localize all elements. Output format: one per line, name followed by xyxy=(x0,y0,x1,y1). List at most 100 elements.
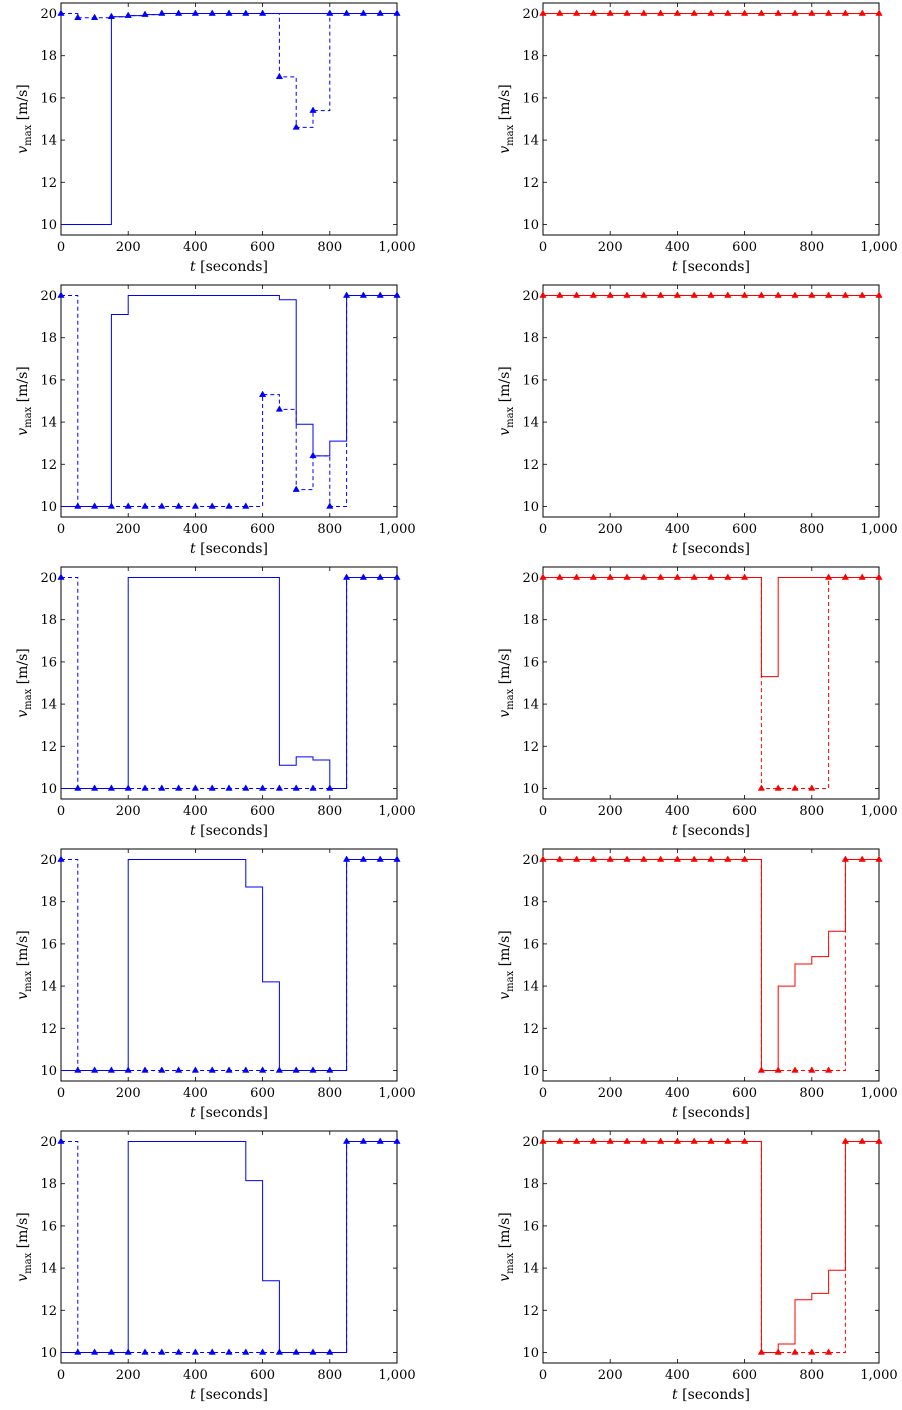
x-tick-label: 1,000 xyxy=(860,1086,897,1101)
data-point-marker xyxy=(808,784,816,791)
series-line xyxy=(61,1141,397,1353)
data-point-marker xyxy=(309,784,317,791)
data-point-marker xyxy=(606,855,614,862)
data-point-marker xyxy=(242,1066,250,1073)
y-tick-label: 20 xyxy=(40,289,57,304)
data-point-marker xyxy=(57,1137,65,1144)
data-point-marker xyxy=(309,451,317,459)
data-point-marker xyxy=(623,9,631,16)
data-point-marker xyxy=(824,9,833,16)
data-point-marker xyxy=(875,855,883,862)
data-point-marker xyxy=(74,784,82,791)
data-point-marker xyxy=(707,291,715,298)
data-point-marker xyxy=(309,106,317,113)
y-tick-label: 14 xyxy=(40,698,57,713)
x-axis-label: t [seconds] xyxy=(672,541,750,557)
data-point-marker xyxy=(572,291,581,298)
data-point-marker xyxy=(791,1066,799,1073)
data-point-marker xyxy=(640,1137,648,1144)
x-tick-label: 200 xyxy=(116,522,141,537)
y-tick-label: 10 xyxy=(40,782,57,797)
axes-frame xyxy=(542,284,880,518)
data-point-marker xyxy=(90,1066,99,1073)
data-point-marker xyxy=(191,1066,200,1073)
y-tick-label: 18 xyxy=(40,895,57,910)
data-point-marker xyxy=(640,573,648,580)
x-tick-label: 1,000 xyxy=(860,1368,897,1383)
axes-frame xyxy=(60,1130,398,1364)
data-point-marker xyxy=(556,1137,564,1144)
y-axis-label: vmax [m/s] xyxy=(15,930,34,1000)
x-tick-label: 800 xyxy=(799,240,824,255)
data-point-marker xyxy=(774,1348,782,1355)
data-point-marker xyxy=(225,1066,233,1073)
x-tick-label: 600 xyxy=(250,240,275,255)
data-point-marker xyxy=(623,855,631,862)
data-point-marker xyxy=(141,1066,149,1073)
data-point-marker xyxy=(258,9,267,16)
data-point-marker xyxy=(326,502,334,509)
data-point-marker xyxy=(875,1137,883,1144)
data-point-marker xyxy=(640,291,648,298)
data-point-marker xyxy=(875,9,883,16)
data-point-marker xyxy=(757,1348,766,1355)
data-point-marker xyxy=(326,9,334,16)
x-tick-label: 800 xyxy=(317,1368,342,1383)
data-point-marker xyxy=(174,502,183,509)
x-axis-label: t [seconds] xyxy=(190,259,268,275)
axes-frame xyxy=(542,566,880,800)
x-tick-label: 400 xyxy=(665,1368,690,1383)
x-tick-label: 1,000 xyxy=(378,522,415,537)
data-point-marker xyxy=(292,1066,300,1073)
data-point-marker xyxy=(556,291,564,298)
data-point-marker xyxy=(757,1066,766,1073)
y-tick-label: 16 xyxy=(40,1219,57,1234)
y-tick-label: 20 xyxy=(40,1135,57,1150)
y-tick-label: 14 xyxy=(522,698,539,713)
data-point-marker xyxy=(572,855,581,862)
data-point-marker xyxy=(107,12,116,19)
data-point-marker xyxy=(174,9,183,16)
y-tick-label: 10 xyxy=(40,500,57,515)
data-point-marker xyxy=(107,1348,116,1355)
data-point-marker xyxy=(57,855,65,862)
data-point-marker xyxy=(124,1348,132,1355)
data-point-marker xyxy=(808,1066,816,1073)
y-tick-label: 12 xyxy=(40,740,57,755)
y-tick-label: 20 xyxy=(40,7,57,22)
y-tick-label: 12 xyxy=(40,1304,57,1319)
x-axis-label: t [seconds] xyxy=(672,259,750,275)
y-tick-label: 12 xyxy=(522,1304,539,1319)
data-point-marker xyxy=(208,1348,216,1355)
x-tick-label: 800 xyxy=(799,804,824,819)
x-tick-label: 1,000 xyxy=(378,1368,415,1383)
data-point-marker xyxy=(275,784,284,791)
data-point-marker xyxy=(342,855,351,862)
series-line xyxy=(61,295,397,507)
y-tick-label: 14 xyxy=(522,134,539,149)
x-tick-label: 800 xyxy=(317,240,342,255)
data-point-marker xyxy=(724,573,732,580)
data-point-marker xyxy=(724,855,732,862)
y-axis-label: vmax [m/s] xyxy=(497,366,516,436)
x-tick-label: 800 xyxy=(799,1086,824,1101)
data-point-marker xyxy=(740,855,749,862)
y-tick-label: 16 xyxy=(522,1219,539,1234)
y-tick-label: 12 xyxy=(522,176,539,191)
data-point-marker xyxy=(707,1137,715,1144)
data-point-marker xyxy=(90,1348,99,1355)
data-point-marker xyxy=(90,13,99,21)
y-tick-label: 14 xyxy=(522,1262,539,1277)
x-tick-label: 400 xyxy=(665,240,690,255)
data-point-marker xyxy=(757,291,766,298)
x-tick-label: 200 xyxy=(116,1368,141,1383)
data-point-marker xyxy=(757,784,766,791)
data-point-marker xyxy=(623,573,631,580)
data-point-marker xyxy=(275,1348,284,1355)
data-point-marker xyxy=(57,9,65,16)
data-point-marker xyxy=(556,9,564,16)
y-tick-label: 20 xyxy=(522,571,539,586)
data-point-marker xyxy=(393,9,401,16)
y-tick-label: 12 xyxy=(40,458,57,473)
